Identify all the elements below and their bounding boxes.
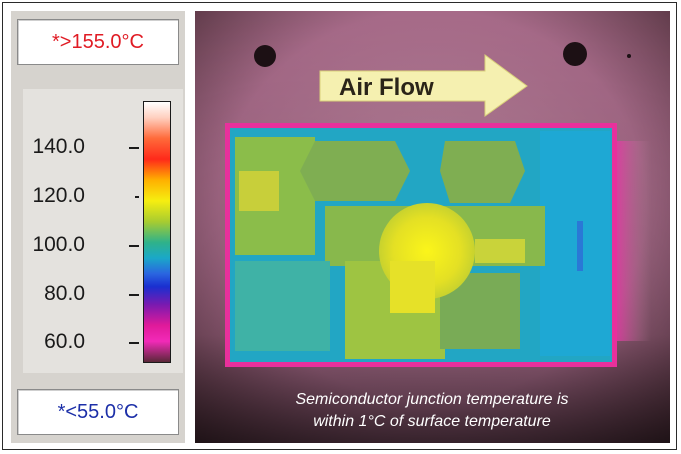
thermal-image: Air Flow bbox=[195, 11, 670, 443]
max-temperature-readout: *>155.0°C bbox=[17, 19, 179, 65]
tick-mark-140 bbox=[129, 147, 139, 149]
figure-frame: *>155.0°C 140.0 120.0 100.0 80.0 60.0 *<… bbox=[2, 2, 677, 450]
tick-mark-80 bbox=[129, 294, 139, 296]
speck bbox=[627, 54, 631, 58]
mid-region bbox=[235, 261, 330, 351]
caption-line-1: Semiconductor junction temperature is bbox=[295, 391, 568, 408]
mounting-hole-left bbox=[254, 45, 276, 67]
warm-spot-left bbox=[239, 171, 279, 211]
min-temperature-text: *<55.0°C bbox=[57, 400, 139, 423]
hot-spot-lower bbox=[390, 261, 435, 313]
tick-label-120: 120.0 bbox=[32, 184, 85, 207]
tick-label-100: 100.0 bbox=[32, 233, 85, 256]
tick-label-80: 80.0 bbox=[44, 282, 85, 305]
hot-trace bbox=[475, 239, 525, 263]
hot-edge-glow bbox=[611, 141, 651, 341]
warm-region-top bbox=[300, 141, 410, 201]
circuit-board bbox=[225, 123, 617, 367]
air-flow-arrow: Air Flow bbox=[319, 54, 528, 117]
air-flow-label: Air Flow bbox=[339, 74, 434, 101]
tick-mark-120 bbox=[135, 196, 139, 198]
tick-label-60: 60.0 bbox=[44, 330, 85, 353]
min-temperature-readout: *<55.0°C bbox=[17, 389, 179, 435]
warm-region-top-right bbox=[440, 141, 525, 203]
temperature-scale-panel: *>155.0°C 140.0 120.0 100.0 80.0 60.0 *<… bbox=[11, 11, 185, 443]
max-temperature-text: *>155.0°C bbox=[52, 30, 144, 53]
board-cool-zone bbox=[540, 131, 610, 356]
temperature-colorbar bbox=[143, 101, 171, 363]
tick-mark-100 bbox=[129, 245, 139, 247]
component-column bbox=[577, 221, 583, 271]
tick-mark-60 bbox=[129, 342, 139, 344]
caption-line-2: within 1°C of surface temperature bbox=[313, 413, 551, 430]
tick-label-140: 140.0 bbox=[32, 135, 85, 158]
mounting-hole-right bbox=[563, 42, 587, 66]
thermal-image-svg: Air Flow bbox=[195, 11, 670, 443]
